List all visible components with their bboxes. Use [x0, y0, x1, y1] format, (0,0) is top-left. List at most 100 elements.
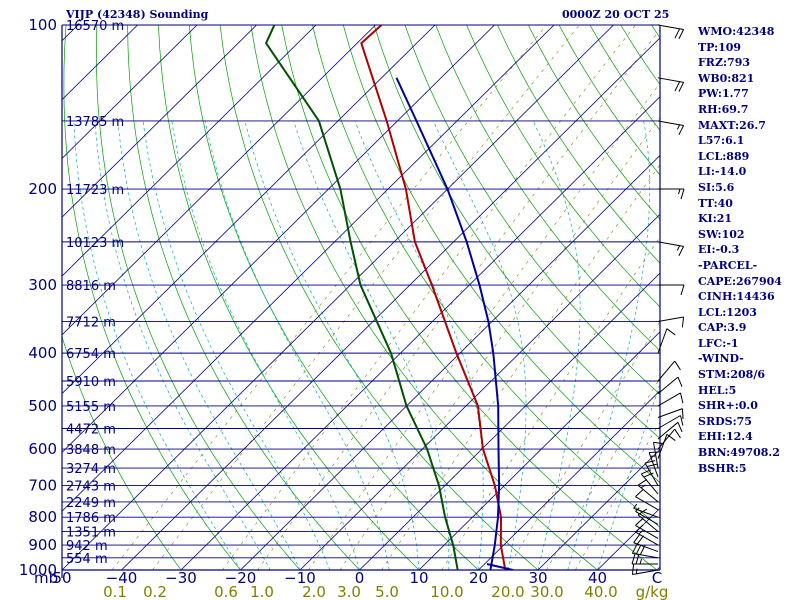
temperature-tick-label: 30 [528, 569, 547, 587]
barb-feather [674, 81, 681, 92]
index-line: EI:-0.3 [698, 243, 740, 257]
barb-staff [635, 524, 659, 539]
barb-staff [657, 434, 668, 459]
moist-adiabat [171, 120, 360, 570]
barb-feather [680, 392, 684, 404]
wind-barb [631, 564, 659, 576]
index-line: -WIND- [698, 352, 744, 366]
mixing-ratio-label: 1.0 [250, 583, 274, 600]
profile-lines [264, 25, 514, 570]
isotherm [180, 96, 660, 570]
barb-feather [636, 535, 644, 545]
plot-frame [61, 24, 661, 578]
index-line: KI:21 [698, 212, 733, 226]
barb-feather [674, 428, 681, 439]
barb-feather [677, 422, 683, 433]
moist-adiabat [432, 120, 527, 570]
barb-feather [635, 517, 644, 526]
moist-adiabat [597, 382, 660, 570]
isotherm [418, 331, 660, 570]
height-label: 1786 m [66, 511, 116, 526]
isotherm [62, 25, 436, 395]
barb-feather [635, 489, 644, 498]
wind-barb [657, 24, 685, 40]
barb-feather [643, 472, 654, 478]
pressure-label: 400 [28, 344, 57, 362]
barb-staff [632, 552, 659, 559]
wind-barb [657, 421, 683, 440]
moist-adiabat [142, 120, 331, 570]
wind-barb [657, 77, 685, 92]
mixing-ratio-label: 20.0 [491, 583, 524, 600]
index-line: SHR+:0.0 [698, 399, 758, 413]
height-label: 5910 m [66, 375, 116, 390]
isotherm [359, 272, 660, 570]
barb-feather [635, 544, 642, 555]
wind-barb [657, 433, 676, 459]
barb-half-feather [639, 558, 642, 565]
barb-half-feather [676, 124, 681, 130]
pressure-label: 500 [28, 397, 57, 415]
barb-feather [649, 451, 660, 454]
index-line: CINH:14436 [698, 290, 775, 304]
moist-adiabat [244, 120, 420, 570]
station-title: VIJP (42348) Sounding [66, 8, 209, 21]
pressure-label: 300 [28, 276, 57, 294]
barb-feather [678, 82, 685, 92]
wind-barb [635, 517, 659, 539]
isotherm [299, 213, 660, 570]
index-line: LFC:-1 [698, 336, 739, 350]
barb-staff [657, 241, 684, 247]
barb-staff [657, 376, 679, 395]
wind-barb [644, 460, 659, 486]
mixing-ratio-label: 2.0 [302, 583, 326, 600]
mixing-ratio-label: 30.0 [530, 583, 563, 600]
barb-feather [678, 125, 685, 136]
dewpoint-line [264, 25, 459, 570]
barb-half-feather [640, 484, 646, 489]
parcel-start-line [486, 563, 514, 570]
isotherm [62, 25, 614, 570]
barb-staff [657, 120, 684, 126]
wind-barb [633, 533, 659, 553]
pressure-label: 800 [28, 508, 57, 526]
mixing-ratio-label: 0.6 [214, 583, 238, 600]
barb-staff [640, 473, 659, 495]
height-label: 11723 m [66, 183, 124, 198]
wind-barb [657, 376, 683, 395]
height-label: 8816 m [66, 279, 116, 294]
barb-feather [635, 553, 640, 565]
pressure-label: 700 [28, 477, 57, 495]
wind-barb [658, 284, 685, 296]
wind-barb [633, 503, 659, 518]
index-line: LCL:889 [698, 149, 750, 163]
barb-staff [657, 328, 668, 354]
index-line: EHI:12.4 [698, 430, 753, 444]
barb-feather [681, 408, 684, 420]
height-label: 7712 m [66, 316, 116, 331]
barb-feather [633, 533, 641, 543]
barb-half-feather [676, 245, 681, 251]
wind-barb [657, 360, 681, 382]
barb-feather [631, 564, 635, 575]
temperature-tick-label: 0 [355, 569, 365, 587]
wind-barb [658, 188, 685, 200]
isotherm [537, 448, 660, 570]
barb-half-feather [678, 188, 681, 195]
barb-feather [678, 29, 685, 40]
barb-half-feather [635, 568, 638, 574]
barb-staff [633, 542, 659, 553]
barb-staff [637, 514, 659, 532]
mixing-ratio-label: 40.0 [584, 583, 617, 600]
index-line: WB0:821 [698, 71, 755, 85]
moist-adiabat [567, 120, 651, 570]
isotherm [0, 25, 19, 570]
temperature-line [360, 25, 507, 570]
mixing-ratio-line [111, 25, 547, 570]
isotherm [121, 37, 660, 570]
dry-adiabat [158, 25, 420, 570]
wind-barb [657, 241, 685, 256]
height-label: 4472 m [66, 422, 116, 437]
barb-feather [666, 328, 676, 336]
barb-feather [644, 460, 656, 464]
